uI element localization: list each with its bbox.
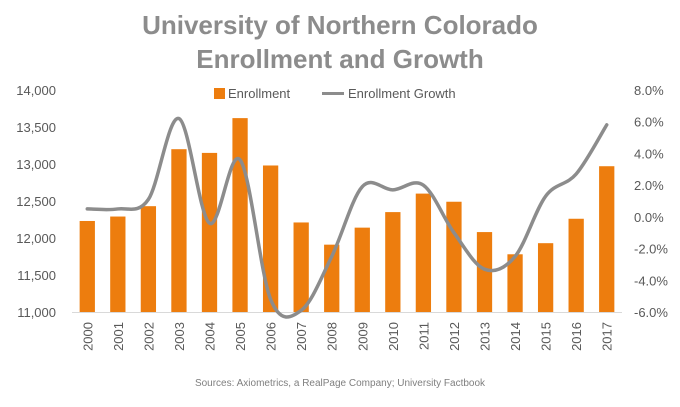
- right-axis-tick-label: -2.0%: [634, 242, 668, 257]
- enrollment-bar: [171, 149, 187, 312]
- right-axis-tick-label: 0.0%: [634, 210, 664, 225]
- right-axis-tick-label: 2.0%: [634, 178, 664, 193]
- x-axis-tick-label: 2005: [233, 322, 248, 351]
- chart-title: University of Northern Colorado Enrollme…: [0, 8, 680, 76]
- left-axis-tick-label: 11,500: [17, 268, 56, 283]
- enrollment-bar: [293, 222, 309, 312]
- right-axis-tick-label: 6.0%: [634, 115, 664, 130]
- left-axis-tick-label: 11,000: [17, 305, 56, 320]
- enrollment-bar: [354, 227, 370, 312]
- x-axis-tick-label: 2016: [569, 322, 584, 351]
- enrollment-bar: [201, 152, 218, 312]
- enrollment-bar: [79, 220, 95, 312]
- x-axis-tick-label: 2002: [141, 322, 156, 351]
- growth-line-group: [85, 116, 609, 319]
- left-axis-tick-label: 13,000: [16, 157, 56, 172]
- x-axis-tick-label: 2008: [325, 322, 340, 351]
- legend-enrollment-label: Enrollment: [228, 86, 291, 101]
- legend-growth-label: Enrollment Growth: [348, 86, 456, 101]
- source-note: Sources: Axiometrics, a RealPage Company…: [194, 378, 486, 389]
- left-axis-tick-label: 14,000: [16, 83, 56, 98]
- enrollment-bar: [262, 165, 279, 312]
- x-axis-tick-label: 2012: [447, 322, 462, 351]
- enrollment-bar: [568, 218, 584, 312]
- left-axis-tick-label: 13,500: [16, 120, 56, 135]
- x-axis-tick-label: 2017: [600, 322, 615, 351]
- x-axis-tick-label: 2004: [203, 322, 218, 351]
- x-axis-tick-label: 2009: [355, 322, 370, 351]
- enrollment-bar: [446, 201, 462, 312]
- x-axis-tick-label: 2015: [539, 322, 554, 351]
- left-axis: 11,000 11,500 12,000 12,500 13,000 13,500 14,0…: [16, 83, 56, 320]
- enrollment-bar: [507, 254, 523, 312]
- enrollment-bar: [476, 232, 493, 312]
- x-axis-tick-label: 2014: [508, 322, 523, 351]
- x-axis-tick-label: 2006: [264, 322, 279, 351]
- x-axis-tick-label: 2011: [416, 322, 431, 350]
- enrollment-bar: [385, 212, 401, 312]
- right-axis-tick-label: 4.0%: [634, 146, 664, 161]
- chart-title-line2: Enrollment and Growth: [196, 44, 484, 74]
- enrollment-bar: [232, 118, 248, 313]
- enrollment-bar: [599, 166, 615, 312]
- right-axis-tick-label: -6.0%: [634, 305, 668, 320]
- x-axis-tick-label: 2001: [111, 322, 126, 351]
- growth-line: [85, 116, 609, 319]
- legend-enrollment-swatch: [214, 88, 225, 99]
- x-axis-tick-label: 2013: [478, 322, 493, 351]
- enrollment-bar: [537, 243, 554, 312]
- x-axis-tick-label: 2003: [172, 322, 187, 351]
- left-axis-tick-label: 12,000: [16, 231, 56, 246]
- x-axis-labels: 2000 2001 2002 2003 2004 2005 2006 2007 2008 2009…: [80, 322, 614, 351]
- right-axis-tick-label: -4.0%: [634, 273, 668, 288]
- x-axis-tick-label: 2010: [386, 322, 401, 351]
- x-axis-tick-label: 2000: [80, 322, 95, 351]
- enrollment-bar: [110, 216, 126, 312]
- x-axis-tick-label: 2007: [294, 322, 309, 351]
- enrollment-bar: [140, 206, 157, 312]
- chart-title-line1: University of Northern Colorado: [142, 10, 538, 40]
- enrollment-bars: [72, 118, 622, 313]
- enrollment-bar: [415, 193, 432, 312]
- right-axis: -6.0% -4.0% -2.0% 0.0% 2.0% 4.0% 6.0% 8.0%: [634, 83, 668, 320]
- legend: Enrollment Enrollment Growth: [214, 86, 456, 101]
- right-axis-tick-label: 8.0%: [634, 83, 664, 98]
- left-axis-tick-label: 12,500: [16, 194, 56, 209]
